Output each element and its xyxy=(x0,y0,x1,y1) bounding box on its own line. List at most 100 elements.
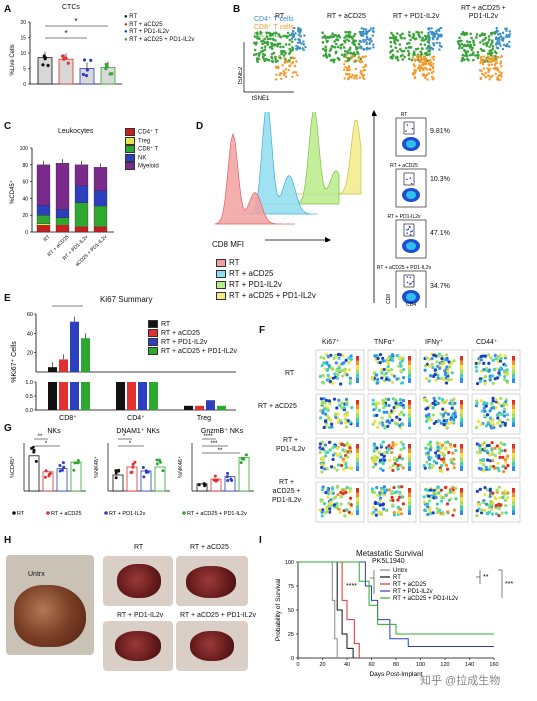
tsne-point-nk xyxy=(425,47,429,50)
heatmap-point xyxy=(319,498,323,502)
heatmap-point xyxy=(380,376,384,380)
heatmap-point xyxy=(389,368,394,372)
heatmap-point xyxy=(432,353,436,357)
data-point xyxy=(41,63,45,67)
photo-label-rt-acd25: RT + aCD25 xyxy=(190,544,229,551)
data-point xyxy=(62,465,66,469)
heatmap-point xyxy=(322,502,327,506)
heatmap-point xyxy=(327,399,332,403)
tsne-point-cd8 xyxy=(486,55,489,58)
colorbar-segment xyxy=(408,356,411,361)
heatmap-point xyxy=(491,491,495,495)
heatmap-point xyxy=(484,502,489,506)
colorbar-segment xyxy=(408,413,411,418)
heatmap-point xyxy=(383,424,387,429)
heatmap-point xyxy=(422,495,426,499)
heatmap-point xyxy=(370,487,374,491)
tsne-point-cd4 xyxy=(298,47,301,50)
tsne-point-nk xyxy=(256,32,259,36)
stacked-segment xyxy=(36,225,51,233)
tsne-point-cd4 xyxy=(360,47,363,50)
colorbar-segment xyxy=(460,404,463,409)
y-axis-label: %NK46⁺ xyxy=(177,456,184,478)
heatmap-point xyxy=(345,443,349,447)
tsne-point-cd8 xyxy=(355,74,359,77)
heatmap-point xyxy=(494,398,499,402)
tsne-point-nk xyxy=(264,57,268,61)
heatmap-point xyxy=(399,440,403,444)
tsne-point-nk xyxy=(256,37,259,40)
tsne-point-nk xyxy=(279,35,283,39)
heatmap-point xyxy=(396,505,400,509)
tsne-point-nk xyxy=(331,32,334,36)
heatmap-point xyxy=(453,401,457,405)
tsne-point-nk xyxy=(270,42,273,45)
tsne-point-nk xyxy=(423,43,427,47)
tsne-point-nk xyxy=(489,31,493,35)
bar xyxy=(70,321,79,372)
heatmap-point xyxy=(504,503,508,508)
tsne-x-label: tSNE1 xyxy=(252,96,270,102)
photo-untrx: Untrx xyxy=(6,555,94,655)
tsne-point-cd4 xyxy=(495,41,498,45)
tsne-point-cd8 xyxy=(479,58,483,61)
y-tick-label: 20 xyxy=(22,213,28,219)
heatmap-point xyxy=(340,368,345,373)
tsne-point-cd8 xyxy=(429,61,433,64)
heatmap-point xyxy=(372,505,376,509)
colorbar-segment xyxy=(460,356,463,361)
heatmap-point xyxy=(336,421,340,425)
heatmap-point xyxy=(494,357,498,361)
gate-event xyxy=(409,276,412,279)
panel-d-legend: RT RT + aCD25 RT + PD1-IL2v RT + aCD25 +… xyxy=(216,257,316,301)
heatmap-point xyxy=(478,379,483,383)
heatmap-point xyxy=(374,513,378,517)
bar xyxy=(217,405,226,410)
heatmap-point xyxy=(439,464,444,468)
heatmap-point xyxy=(334,495,338,499)
colorbar-segment xyxy=(512,510,515,515)
heatmap-point xyxy=(492,425,496,430)
heatmap-point xyxy=(449,417,453,421)
heatmap-point xyxy=(381,398,385,403)
gate-density-core xyxy=(406,191,416,199)
heatmap-point xyxy=(504,363,508,368)
stacked-segment xyxy=(74,164,89,186)
colorbar-segment xyxy=(460,422,463,427)
tsne-point-nk xyxy=(469,43,473,47)
tsne-point-nk xyxy=(282,54,286,57)
heatmap-point xyxy=(322,425,326,430)
data-point xyxy=(197,483,201,487)
heatmap-point xyxy=(426,488,430,492)
panel-a-title: CTCs xyxy=(62,4,80,11)
colorbar-segment xyxy=(356,374,359,379)
heatmap-point xyxy=(348,446,352,450)
tsne-group-rt-acd25: RT + aCD25 xyxy=(327,13,366,20)
tsne-point-nk xyxy=(466,50,469,53)
heatmap-point xyxy=(332,503,336,507)
heatmap-point xyxy=(321,373,325,377)
legend-dot xyxy=(182,511,186,515)
heatmap-point xyxy=(503,449,507,453)
heatmap-point xyxy=(493,353,497,357)
tsne-point-nk xyxy=(414,47,418,51)
x-tick-label: 20 xyxy=(319,662,325,668)
gate-pct-rt-pd1: 47.1% xyxy=(430,230,450,237)
tsne-point-cd4 xyxy=(296,41,300,44)
heatmap-point xyxy=(386,424,390,428)
tsne-point-nk xyxy=(353,43,357,46)
tsne-point-nk xyxy=(400,49,404,53)
heatmap-point xyxy=(321,461,326,465)
heatmap-point xyxy=(496,466,500,470)
tsne-point-cd4 xyxy=(506,43,509,46)
heatmap-point xyxy=(324,398,329,403)
heatmap-point xyxy=(431,413,435,417)
heatmap-point xyxy=(378,496,383,500)
heatmap-point xyxy=(439,488,443,492)
colorbar-segment xyxy=(512,400,515,405)
tsne-point-nk xyxy=(351,41,354,44)
tsne-point-nk xyxy=(268,45,272,49)
grid-line xyxy=(330,193,342,205)
heatmap-point xyxy=(333,372,337,376)
heatmap-point xyxy=(442,361,446,365)
